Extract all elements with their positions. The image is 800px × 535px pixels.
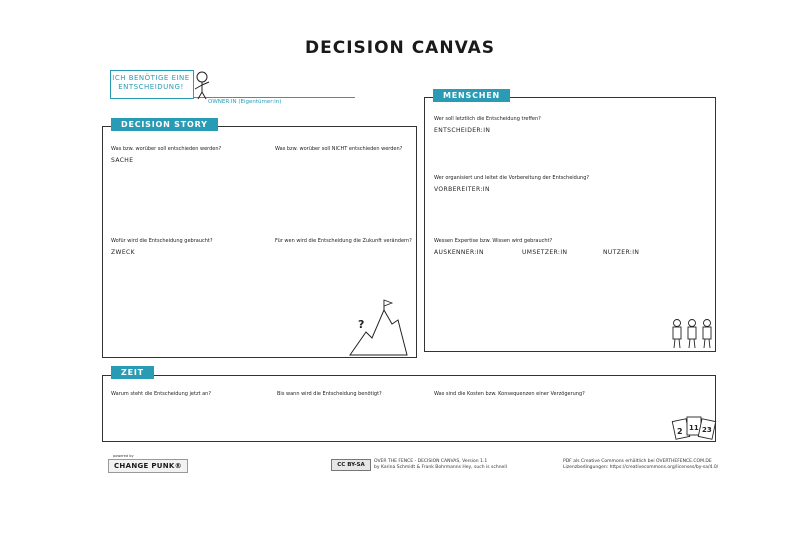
zeit-question-1: Warum steht die Entscheidung jetzt an? [111,391,211,397]
footer-license-info: PDF als Creative Commons erhältlich bei … [563,459,718,471]
calendar-number-1: 2 [677,427,683,436]
decision-story-tab: DECISION STORY [111,118,218,131]
menschen-answer-auskenner: AUSKENNER:IN [434,249,484,256]
footer-credits: OVER THE FENCE - DECISION CANVAS, Versio… [374,459,507,471]
story-answer-zweck: ZWECK [111,249,135,256]
owner-figure-icon [194,71,210,100]
menschen-answer-umsetzer: UMSETZER:IN [522,249,568,256]
owner-label: OWNER:IN (Eigentümer:in) [208,99,282,105]
powered-by-label: powered by [113,454,134,458]
zeit-question-3: Was sind die Kosten bzw. Konsequenzen ei… [434,391,585,397]
footer-license-line1: PDF als Creative Commons erhältlich bei … [563,459,712,464]
calendar-pages-icon: 2 11 23 [671,416,717,440]
calendar-number-2: 11 [689,424,699,432]
zeit-question-2: Bis wann wird die Entscheidung benötigt? [277,391,382,397]
decision-story-panel [102,126,417,358]
story-answer-sache: SACHE [111,157,134,164]
menschen-tab: MENSCHEN [433,89,511,102]
story-question-2: Was bzw. worüber soll NICHT entschieden … [275,146,403,152]
footer-credits-line2: by Karina Schmidt & Frank Bohrmanns Hey,… [374,465,507,470]
page-title: DECISION CANVAS [305,38,495,58]
zeit-tab: ZEIT [111,366,154,379]
menschen-question-2: Wer organisiert und leitet die Vorbereit… [434,175,590,181]
people-group-icon [672,319,712,349]
svg-text:?: ? [358,318,364,331]
change-punk-logo: CHANGE PUNK® [108,459,188,473]
story-question-1: Was bzw. worüber soll entschieden werden… [111,146,222,152]
zeit-panel [102,375,716,442]
menschen-panel [424,97,716,352]
calendar-number-3: 23 [702,426,712,434]
footer-license-line2: Lizenzbedingungen: https://creativecommo… [563,465,719,470]
owner-speech-line1: ICH BENÖTIGE EINE [112,74,190,82]
menschen-question-1: Wer soll letztlich die Entscheidung tref… [434,116,541,122]
story-question-3: Wofür wird die Entscheidung gebraucht? [111,238,213,244]
mountain-icon: ? [349,299,408,356]
menschen-question-3: Wessen Expertise bzw. Wissen wird gebrau… [434,238,553,244]
footer-credits-line1: OVER THE FENCE - DECISION CANVAS, Versio… [374,459,488,464]
owner-underline [110,70,355,98]
cc-license-badge: CC BY-SA [331,459,371,471]
owner-speech: ICH BENÖTIGE EINE ENTSCHEIDUNG! [112,74,190,92]
owner-speech-box [110,70,194,99]
menschen-answer-entscheider: ENTSCHEIDER:IN [434,127,491,134]
owner-speech-line2: ENTSCHEIDUNG! [118,83,184,91]
menschen-answer-vorbereiter: VORBEREITER:IN [434,186,490,193]
story-question-4: Für wen wird die Entscheidung die Zukunf… [275,238,412,244]
menschen-answer-nutzer: NUTZER:IN [603,249,640,256]
